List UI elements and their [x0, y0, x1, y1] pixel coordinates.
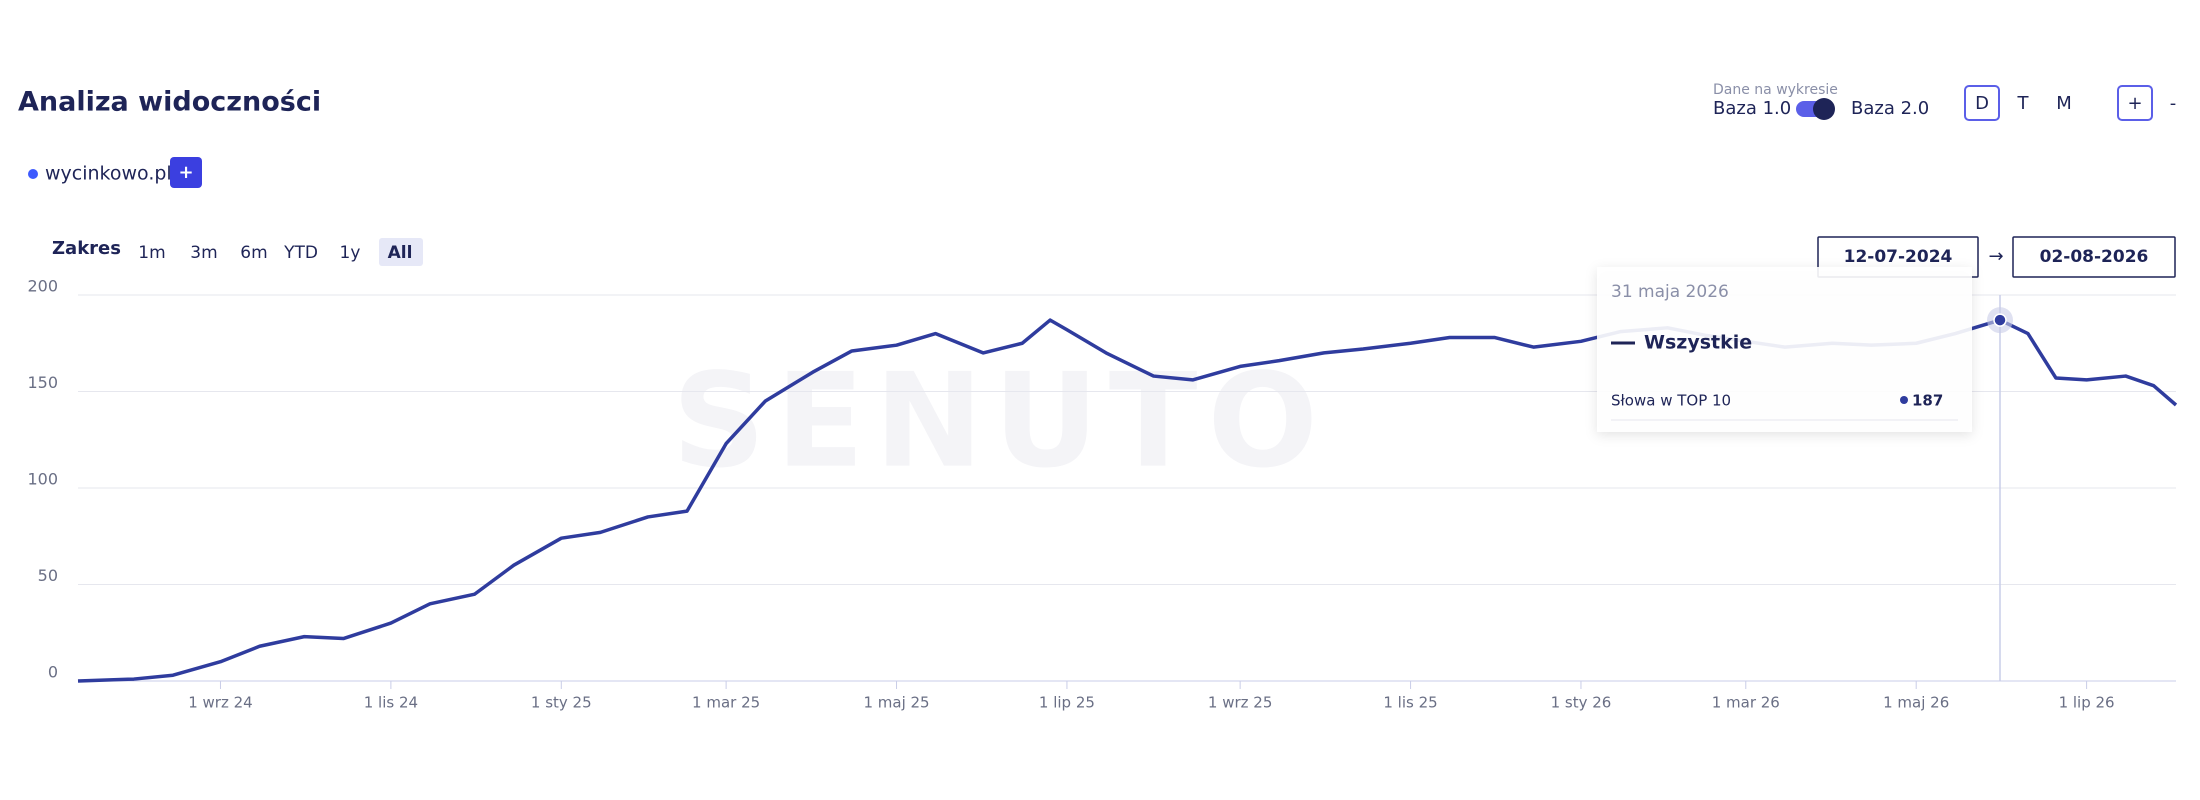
zoom-in-box[interactable]	[2117, 85, 2153, 121]
view-button: T	[2017, 93, 2030, 114]
add-domain-button[interactable]	[170, 157, 202, 188]
x-tick-label: 1 lip 25	[1039, 694, 1095, 712]
range-option: All	[388, 243, 413, 263]
tooltip-group: Wszystkie	[1644, 332, 1752, 354]
toggle-knob	[1813, 98, 1835, 120]
date-arrow: →	[1988, 246, 2003, 267]
x-tick-label: 1 wrz 25	[1208, 694, 1272, 712]
base-1: Baza 1.0	[1713, 98, 1791, 119]
x-tick-label: 1 sty 26	[1551, 694, 1612, 712]
range-active[interactable]	[379, 238, 423, 266]
x-tick-label: 1 lip 26	[2059, 694, 2115, 712]
y-tick-label: 100	[27, 470, 58, 489]
zoom-in: +	[2127, 93, 2142, 114]
range-option: 1y	[340, 243, 361, 263]
date-to: 02-08-2026	[2040, 247, 2149, 267]
range-option: 1m	[138, 243, 165, 263]
add-domain-label: +	[178, 162, 193, 183]
x-tick-label: 1 lis 25	[1383, 694, 1437, 712]
hover-point	[1993, 313, 2007, 327]
base-2: Baza 2.0	[1851, 98, 1929, 119]
x-tick-label: 1 maj 26	[1883, 694, 1949, 712]
x-tick-label: 1 mar 26	[1712, 694, 1780, 712]
x-tick-label: 1 maj 25	[863, 694, 929, 712]
tooltip-dot	[1900, 396, 1908, 404]
tooltip	[1597, 267, 1972, 432]
zoom-out: -	[2170, 93, 2177, 114]
tooltip-date: 31 maja 2026	[1611, 282, 1729, 302]
tooltip-value: 187	[1912, 392, 1943, 410]
range-option: 6m	[240, 243, 267, 263]
date-to-box[interactable]	[2012, 236, 2176, 278]
y-tick-label: 0	[48, 663, 58, 682]
x-tick-label: 1 sty 25	[531, 694, 592, 712]
range-option: 3m	[190, 243, 217, 263]
page-title: Analiza widoczności	[18, 87, 321, 118]
range-label: Zakres	[52, 238, 121, 259]
range-option: YTD	[283, 243, 318, 263]
legend-label: wycinkowo.pl	[45, 163, 172, 185]
date-from: 12-07-2024	[1844, 247, 1953, 267]
x-tick-label: 1 wrz 24	[188, 694, 252, 712]
y-tick-label: 50	[38, 566, 58, 585]
y-tick-label: 150	[27, 373, 58, 392]
x-tick-label: 1 lis 24	[364, 694, 418, 712]
x-tick-label: 1 mar 25	[692, 694, 760, 712]
tooltip-metric: Słowa w TOP 10	[1611, 392, 1731, 410]
data-label: Dane na wykresie	[1713, 82, 1838, 98]
y-tick-label: 200	[27, 277, 58, 296]
view-button-box[interactable]	[1964, 85, 2000, 121]
view-button: M	[2056, 93, 2072, 114]
watermark: SENUTO	[672, 345, 1328, 497]
legend-dot	[28, 169, 38, 179]
view-button: D	[1975, 93, 1989, 114]
